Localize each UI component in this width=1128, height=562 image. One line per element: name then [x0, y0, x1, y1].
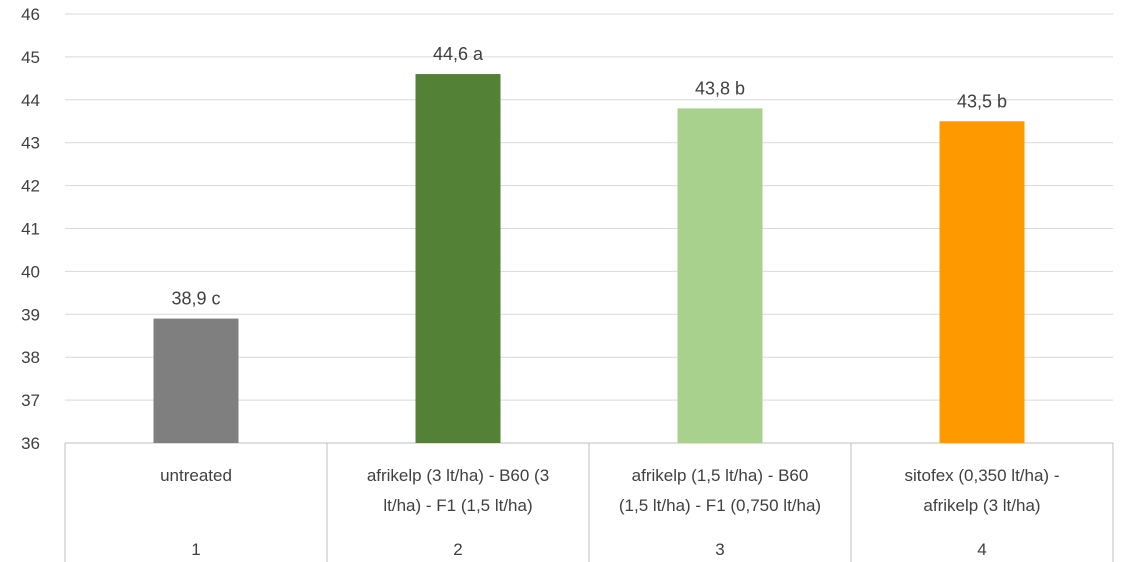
category-treatment-label: afrikelp (3 lt/ha) - B60 (3	[367, 466, 549, 485]
category-treatment-label: untreated	[160, 466, 232, 485]
bar	[153, 318, 239, 443]
bar	[939, 121, 1025, 443]
category-number-label: 2	[453, 540, 462, 559]
y-tick-label: 36	[21, 434, 40, 453]
category-treatment-label: sitofex (0,350 lt/ha) -	[905, 466, 1060, 485]
category-number-label: 4	[977, 540, 986, 559]
y-tick-label: 40	[21, 262, 40, 281]
y-tick-label: 41	[21, 220, 40, 239]
y-axis-tick-labels: 36 37 38 39 40 41 42 43 44 45 46	[21, 5, 40, 453]
data-label: 44,6 a	[433, 44, 484, 64]
gridlines	[65, 13, 1113, 444]
y-tick-label: 46	[21, 5, 40, 24]
y-tick-label: 44	[21, 91, 40, 110]
bar	[677, 108, 763, 443]
bars	[153, 74, 1025, 443]
bar	[415, 74, 501, 443]
y-tick-label: 42	[21, 177, 40, 196]
data-labels: 38,9 c 44,6 a 43,8 b 43,5 b	[171, 44, 1007, 309]
category-number-label: 3	[715, 540, 724, 559]
category-treatment-label: (1,5 lt/ha) - F1 (0,750 lt/ha)	[619, 496, 821, 515]
data-label: 38,9 c	[171, 289, 220, 309]
category-treatment-label: afrikelp (1,5 lt/ha) - B60	[632, 466, 809, 485]
y-tick-label: 43	[21, 134, 40, 153]
x-axis: untreated 1 afrikelp (3 lt/ha) - B60 (3 lt/…	[64, 443, 1114, 562]
category-treatment-label: lt/ha) - F1 (1,5 lt/ha)	[383, 496, 532, 515]
data-label: 43,5 b	[957, 91, 1007, 111]
y-tick-label: 39	[21, 305, 40, 324]
category-number-label: 1	[191, 540, 200, 559]
category-treatment-label: afrikelp (3 lt/ha)	[923, 496, 1040, 515]
y-tick-label: 45	[21, 48, 40, 67]
data-label: 43,8 b	[695, 78, 745, 98]
y-tick-label: 38	[21, 348, 40, 367]
y-tick-label: 37	[21, 391, 40, 410]
